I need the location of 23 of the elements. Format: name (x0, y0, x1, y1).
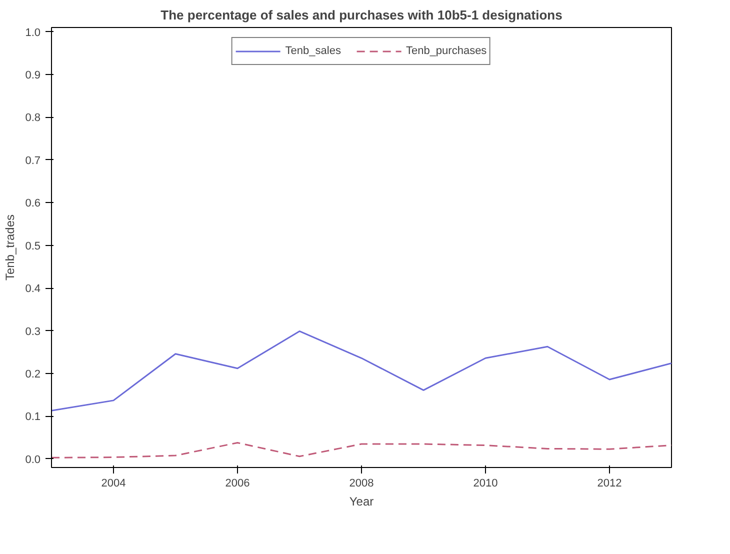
x-tick-label: 2010 (473, 478, 498, 490)
y-tick-label: 0.6 (25, 198, 41, 210)
y-tick-label: 0.7 (25, 154, 41, 167)
legend-label: Tenb_sales (285, 45, 341, 57)
y-tick-label: 0.8 (25, 112, 41, 124)
y-tick-label: 0.2 (25, 368, 41, 381)
legend-label: Tenb_purchases (406, 45, 487, 57)
line-series (52, 330, 672, 412)
y-tick-label: 0.0 (25, 454, 41, 466)
x-tick-label: 2004 (101, 478, 126, 490)
line-series (52, 442, 672, 458)
y-tick-label: 1.0 (25, 26, 41, 39)
x-tick-label: 2012 (597, 478, 622, 490)
y-tick-label: 0.5 (25, 240, 41, 252)
y-tick-label: 0.4 (25, 283, 41, 296)
x-tick-label: 2006 (225, 478, 250, 490)
x-axis-title: Year (349, 494, 374, 508)
chart-title: The percentage of sales and purchases with 10b5-1 designations (160, 8, 562, 22)
y-tick-label: 0.3 (25, 326, 41, 338)
y-tick-label: 0.1 (25, 411, 41, 424)
y-tick-label: 0.9 (25, 69, 41, 82)
y-axis-title: Tenb_trades (3, 214, 18, 281)
x-tick-label: 2008 (349, 478, 374, 490)
